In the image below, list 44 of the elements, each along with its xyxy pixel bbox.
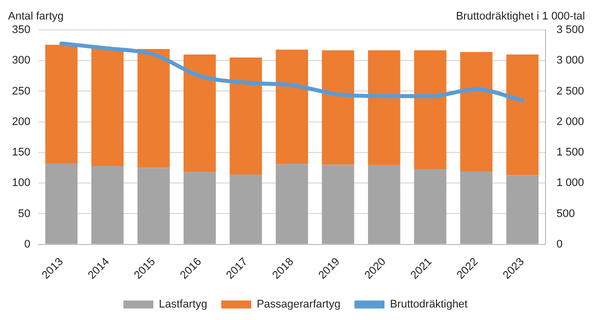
bar <box>506 54 539 176</box>
y-tick-label: 0 <box>24 238 30 250</box>
bar <box>414 50 446 170</box>
y-tick-label: 50 <box>18 208 30 220</box>
bar <box>460 171 492 244</box>
bar <box>276 50 308 164</box>
bar <box>506 175 539 244</box>
bar <box>230 58 262 175</box>
y2-tick-label: 1 000 <box>556 177 584 190</box>
bar <box>91 48 124 166</box>
y2-tick-label: 1 500 <box>556 146 584 159</box>
legend-label: Lastfartyg <box>158 298 208 311</box>
bar <box>460 52 492 172</box>
bar <box>230 174 262 244</box>
y-tick-label: 200 <box>12 116 30 128</box>
bar <box>322 50 354 165</box>
y2-axis-title: Bruttodräktighet i 1 000-tal <box>456 10 585 23</box>
y2-tick-label: 500 <box>556 208 575 220</box>
y-tick-label: 250 <box>12 85 30 98</box>
y-axis-title: Antal fartyg <box>8 10 64 23</box>
y-tick-label: 100 <box>12 177 30 190</box>
bar <box>276 164 308 244</box>
bar <box>137 168 170 244</box>
bar <box>45 164 78 244</box>
legend-label: Passagerarfartyg <box>256 298 340 311</box>
bar <box>137 48 170 168</box>
y2-tick-label: 2 000 <box>556 116 584 128</box>
bar <box>184 54 216 172</box>
bar <box>368 165 400 244</box>
legend-label: Bruttodräktighet <box>390 298 468 311</box>
bar <box>45 44 78 164</box>
bar <box>184 172 216 244</box>
y2-tick-label: 0 <box>556 238 563 250</box>
y2-tick-label: 3 000 <box>556 54 584 67</box>
line-series <box>59 41 524 102</box>
bar <box>414 169 446 244</box>
bar <box>91 166 124 244</box>
y-tick-label: 300 <box>12 54 30 67</box>
y-tick-label: 350 <box>12 24 30 36</box>
bar <box>368 50 400 166</box>
bar <box>322 164 354 244</box>
y2-tick-label: 2 500 <box>556 85 584 98</box>
y-tick-label: 150 <box>12 146 30 159</box>
y2-tick-label: 3 500 <box>556 24 584 36</box>
